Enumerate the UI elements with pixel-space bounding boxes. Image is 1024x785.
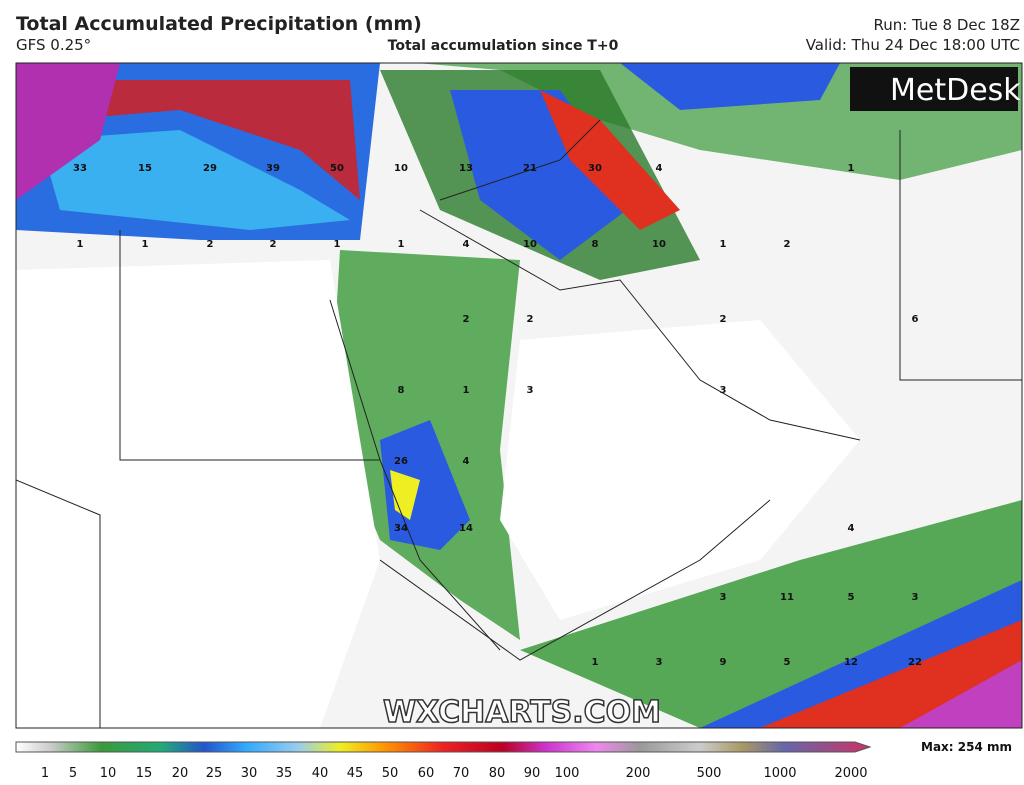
watermark: WXCHARTS.COM bbox=[383, 695, 661, 730]
colorbar bbox=[15, 741, 872, 753]
logo-box bbox=[850, 67, 1018, 111]
colorbar-tick: 100 bbox=[555, 766, 580, 781]
valid: Valid: Thu 24 Dec 18:00 UTC bbox=[806, 36, 1020, 54]
map-value: 3 bbox=[720, 592, 727, 603]
model: GFS 0.25° bbox=[16, 36, 91, 54]
colorbar-tick: 5 bbox=[69, 766, 77, 781]
map-value: 3 bbox=[720, 385, 727, 396]
map-value: 30 bbox=[588, 163, 602, 174]
map-value: 2 bbox=[463, 314, 470, 325]
colorbar-tick: 50 bbox=[382, 766, 399, 781]
map-value: 2 bbox=[784, 239, 791, 250]
run: Run: Tue 8 Dec 18Z bbox=[874, 16, 1020, 34]
map-value: 4 bbox=[848, 523, 855, 534]
map-value: 8 bbox=[592, 239, 599, 250]
map-value: 5 bbox=[784, 657, 791, 668]
map-value: 1 bbox=[848, 163, 855, 174]
map-value: 26 bbox=[394, 456, 408, 467]
map-value: 39 bbox=[266, 163, 280, 174]
colorbar-tick: 90 bbox=[524, 766, 541, 781]
colorbar-tick: 35 bbox=[276, 766, 293, 781]
map-value: 3 bbox=[527, 385, 534, 396]
colorbar-tick: 25 bbox=[206, 766, 223, 781]
map-value: 8 bbox=[398, 385, 405, 396]
map-value: 33 bbox=[73, 163, 87, 174]
colorbar-tick: 15 bbox=[136, 766, 153, 781]
map-value: 3 bbox=[912, 592, 919, 603]
map-value: 12 bbox=[844, 657, 858, 668]
colorbar-tick: 80 bbox=[489, 766, 506, 781]
map-value: 29 bbox=[203, 163, 217, 174]
map-value: 11 bbox=[780, 592, 794, 603]
colorbar-tick: 200 bbox=[626, 766, 651, 781]
map-value: 1 bbox=[720, 239, 727, 250]
map-value: 50 bbox=[330, 163, 344, 174]
map-frame bbox=[15, 62, 1023, 729]
map-value: 13 bbox=[459, 163, 473, 174]
map-value: 1 bbox=[77, 239, 84, 250]
colorbar-tick: 20 bbox=[172, 766, 189, 781]
map-value: 6 bbox=[912, 314, 919, 325]
colorbar-tick: 40 bbox=[312, 766, 329, 781]
map-value: 14 bbox=[459, 523, 473, 534]
logo: MetDesk bbox=[890, 73, 1021, 108]
colorbar-tick: 1 bbox=[41, 766, 49, 781]
map bbox=[16, 63, 1022, 728]
colorbar-tick: 70 bbox=[453, 766, 470, 781]
colorbar-tick: 10 bbox=[100, 766, 117, 781]
colorbar-tick: 45 bbox=[347, 766, 364, 781]
map-value: 4 bbox=[463, 239, 470, 250]
colorbar-tick: 500 bbox=[697, 766, 722, 781]
title: Total Accumulated Precipitation (mm) bbox=[16, 13, 422, 35]
map-value: 1 bbox=[334, 239, 341, 250]
map-value: 4 bbox=[463, 456, 470, 467]
map-value: 15 bbox=[138, 163, 152, 174]
map-value: 10 bbox=[523, 239, 537, 250]
map-value: 2 bbox=[527, 314, 534, 325]
max-label: Max: 254 mm bbox=[921, 740, 1012, 754]
map-value: 3 bbox=[656, 657, 663, 668]
map-value: 22 bbox=[908, 657, 922, 668]
map-value: 1 bbox=[142, 239, 149, 250]
map-value: 10 bbox=[394, 163, 408, 174]
colorbar-tick: 60 bbox=[418, 766, 435, 781]
map-value: 5 bbox=[848, 592, 855, 603]
map-value: 1 bbox=[398, 239, 405, 250]
map-value: 10 bbox=[652, 239, 666, 250]
subtitle: Total accumulation since T+0 bbox=[388, 38, 619, 54]
map-value: 2 bbox=[720, 314, 727, 325]
colorbar-tick: 30 bbox=[241, 766, 258, 781]
map-value: 34 bbox=[394, 523, 408, 534]
colorbar-tick: 2000 bbox=[834, 766, 867, 781]
map-value: 2 bbox=[207, 239, 214, 250]
map-value: 1 bbox=[463, 385, 470, 396]
map-value: 2 bbox=[270, 239, 277, 250]
map-value: 4 bbox=[656, 163, 663, 174]
colorbar-tick: 1000 bbox=[763, 766, 796, 781]
map-value: 9 bbox=[720, 657, 727, 668]
map-value: 1 bbox=[592, 657, 599, 668]
map-value: 21 bbox=[523, 163, 537, 174]
